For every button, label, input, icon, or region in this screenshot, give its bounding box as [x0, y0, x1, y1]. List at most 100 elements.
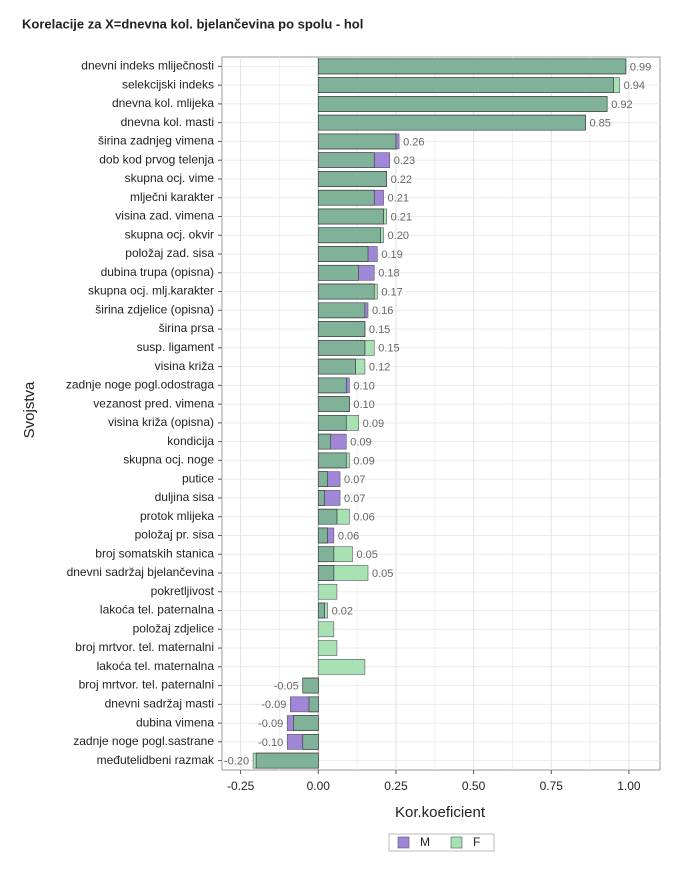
category-label: zadnje noge pogl.sastrane: [73, 734, 214, 748]
value-label: 0.16: [372, 305, 393, 317]
value-label: 0.09: [363, 418, 384, 430]
value-label: -0.05: [274, 680, 299, 692]
legend-label: F: [473, 835, 480, 849]
value-label: 0.99: [630, 61, 651, 73]
value-label: 0.06: [353, 512, 374, 524]
category-label: dnevni sadržaj masti: [105, 697, 214, 711]
value-label: 0.92: [611, 99, 632, 111]
value-label: 0.17: [381, 286, 402, 298]
bar-overlap: [317, 283, 375, 300]
bar-overlap: [317, 358, 356, 375]
category-label: dnevna kol. mlijeka: [112, 96, 214, 110]
category-label: visina zad. vimena: [115, 209, 214, 223]
bar-overlap: [317, 114, 586, 131]
value-label: 0.19: [381, 249, 402, 261]
value-label: 0.07: [344, 474, 365, 486]
category-label: međutelidbeni razmak: [97, 753, 215, 767]
category-label: dubina trupa (opisna): [101, 265, 214, 279]
category-label: širina zdjelice (opisna): [95, 302, 214, 316]
x-tick-label: -0.25: [227, 779, 255, 793]
category-label: širina prsa: [159, 321, 215, 335]
category-label: vezanost pred. vimena: [93, 396, 214, 410]
x-tick-label: 0.25: [384, 779, 408, 793]
category-label: mlječni karakter: [130, 190, 214, 204]
value-label: 0.85: [589, 118, 610, 130]
bar-overlap: [317, 340, 366, 356]
x-tick-label: 1.00: [617, 779, 641, 793]
category-label: broj mrtvor. tel. maternalni: [75, 640, 214, 654]
category-label: širina zadnjeg vimena: [98, 134, 214, 148]
bar-overlap: [302, 677, 319, 694]
category-label: dnevna kol. masti: [121, 115, 214, 129]
value-label: 0.10: [353, 399, 374, 411]
bar-overlap: [317, 171, 387, 187]
value-label: 0.07: [344, 493, 365, 505]
bar-overlap: [317, 189, 375, 206]
bar-overlap: [317, 96, 608, 112]
value-label: 0.21: [388, 193, 409, 205]
bar-overlap: [317, 396, 350, 412]
bar-F: [317, 621, 335, 638]
value-label: 0.12: [369, 361, 390, 373]
x-tick-label: 0.00: [307, 779, 331, 793]
bar-overlap: [317, 565, 335, 581]
category-label: dnevni indeks mliječnosti: [81, 59, 214, 73]
bar-overlap: [317, 208, 384, 225]
bar-overlap: [317, 452, 347, 469]
category-label: duljina sisa: [155, 490, 215, 504]
category-label: susp. ligament: [137, 340, 215, 354]
category-label: dob kod prvog telenja: [99, 152, 214, 166]
bar-overlap: [317, 302, 366, 319]
category-label: položaj zdjelice: [133, 621, 215, 635]
bar-overlap: [317, 602, 325, 619]
bar-overlap: [317, 490, 325, 506]
x-axis-label: Kor.koeficient: [395, 804, 486, 821]
category-label: lakoća tel. maternalna: [97, 659, 215, 673]
category-label: selekcijski indeks: [122, 77, 214, 91]
category-label: broj mrtvor. tel. paternalni: [79, 678, 214, 692]
category-label: visina križa (opisna): [108, 415, 214, 429]
value-label: 0.26: [403, 136, 424, 148]
bar-overlap: [317, 508, 338, 525]
value-label: 0.10: [353, 380, 374, 392]
bar-overlap: [317, 415, 347, 431]
value-label: 0.09: [350, 437, 371, 449]
plot-area: [221, 56, 661, 771]
category-label: dubina vimena: [136, 715, 214, 729]
category-label: položaj pr. sisa: [135, 528, 215, 542]
x-tick-label: 0.75: [540, 779, 564, 793]
bar-F: [317, 658, 366, 675]
legend-swatch: [450, 836, 463, 849]
value-label: 0.94: [624, 80, 645, 92]
legend-label: M: [420, 835, 430, 849]
bar-overlap: [317, 433, 332, 450]
bar-overlap: [317, 527, 328, 544]
x-tick-label: 0.50: [462, 779, 486, 793]
category-label: kondicija: [167, 434, 214, 448]
value-label: 0.22: [391, 174, 412, 186]
value-label: -0.20: [224, 756, 249, 768]
bar-overlap: [302, 734, 319, 750]
bar-F: [317, 640, 338, 656]
bar-overlap: [317, 58, 627, 75]
bar-overlap: [317, 152, 375, 169]
value-label: 0.18: [378, 268, 399, 280]
bar-overlap: [317, 246, 369, 262]
bar-overlap: [317, 227, 381, 244]
category-label: skupna ocj. mlj.karakter: [88, 284, 214, 298]
bar-overlap: [317, 546, 335, 563]
category-label: visina križa: [155, 359, 215, 373]
category-label: protok mlijeka: [140, 509, 214, 523]
value-label: 0.15: [378, 343, 399, 355]
legend-box: [388, 833, 495, 852]
y-axis-label: Svojstva: [21, 381, 38, 438]
bar-overlap: [255, 752, 319, 769]
value-label: 0.05: [372, 568, 393, 580]
bar-overlap: [293, 715, 319, 731]
bar-overlap: [317, 321, 366, 337]
legend-swatch: [397, 836, 410, 849]
bar-overlap: [308, 696, 319, 713]
category-label: pokretljivost: [151, 584, 215, 598]
category-label: položaj zad. sisa: [125, 246, 214, 260]
